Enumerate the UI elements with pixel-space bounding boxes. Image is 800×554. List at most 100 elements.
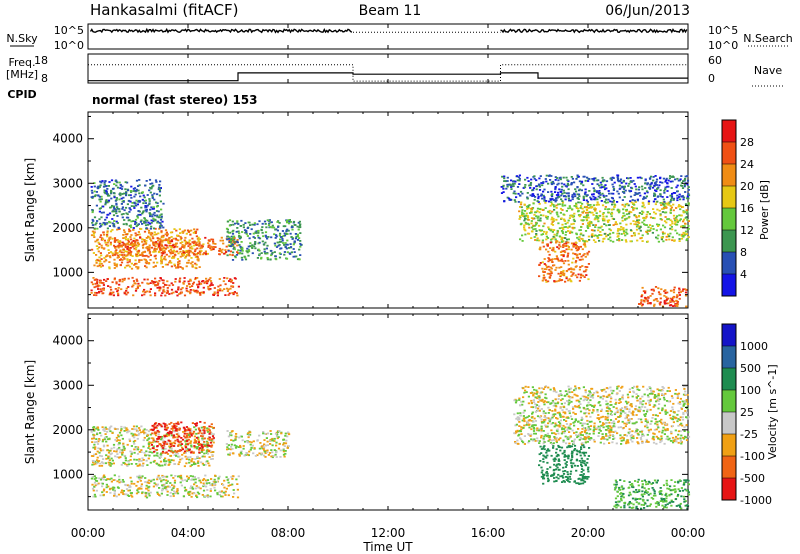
data-cell (149, 491, 152, 494)
data-cell (578, 236, 581, 238)
data-cell (93, 291, 97, 294)
data-cell (570, 248, 573, 251)
data-cell (635, 225, 639, 228)
data-cell (98, 256, 101, 259)
data-cell (99, 200, 102, 203)
data-cell (598, 192, 601, 195)
data-cell (598, 239, 601, 242)
data-cell (251, 223, 254, 226)
data-cell (570, 458, 573, 461)
data-cell (571, 456, 574, 458)
data-cell (683, 232, 686, 235)
data-cell (157, 246, 160, 249)
data-cell (147, 447, 150, 449)
data-cell (516, 186, 520, 188)
data-cell (673, 286, 676, 289)
data-cell (153, 423, 156, 426)
data-cell (602, 212, 605, 214)
data-cell (184, 255, 187, 258)
data-cell (152, 242, 155, 245)
data-cell (211, 458, 214, 460)
data-cell (573, 448, 577, 450)
data-cell (130, 262, 133, 265)
data-cell (109, 461, 112, 464)
data-cell (143, 432, 146, 435)
data-cell (510, 188, 513, 190)
data-cell (156, 429, 159, 432)
data-cell (251, 247, 254, 249)
data-cell (646, 191, 649, 194)
data-cell (567, 188, 570, 191)
data-cell (575, 204, 578, 206)
data-cell (263, 250, 266, 253)
data-cell (613, 203, 616, 206)
data-cell (565, 241, 569, 244)
data-cell (561, 223, 564, 226)
data-cell (558, 196, 561, 198)
data-cell (661, 211, 664, 213)
data-cell (143, 288, 146, 291)
data-cell (517, 176, 520, 178)
data-cell (539, 246, 542, 249)
data-cell (206, 448, 209, 451)
data-cell (149, 215, 152, 218)
data-cell (174, 453, 178, 455)
data-cell (92, 446, 95, 449)
data-cell (506, 176, 509, 179)
data-cell (210, 238, 213, 241)
data-cell (637, 225, 640, 228)
data-cell (209, 284, 212, 286)
data-cell (573, 464, 577, 467)
data-cell (159, 424, 162, 427)
data-cell (103, 257, 106, 259)
data-cell (170, 282, 173, 285)
data-cell (93, 182, 96, 184)
data-cell (189, 247, 192, 249)
data-cell (103, 239, 106, 242)
data-cell (214, 243, 217, 245)
noise-line-sky (89, 27, 353, 34)
data-cell (656, 223, 659, 226)
data-cell (97, 250, 100, 253)
data-cell (205, 450, 208, 452)
data-cell (649, 229, 652, 232)
data-cell (153, 459, 156, 462)
data-cell (545, 470, 548, 473)
data-cell (123, 447, 126, 450)
data-cell (221, 495, 224, 498)
data-cell (273, 440, 276, 442)
data-cell (140, 451, 143, 453)
data-cell (96, 239, 99, 242)
data-cell (119, 258, 123, 261)
data-cell (582, 444, 585, 447)
data-cell (593, 189, 596, 192)
data-cell (291, 238, 294, 240)
data-cell (248, 434, 251, 437)
data-cell (108, 449, 111, 452)
data-cell (124, 246, 127, 249)
data-cell (518, 177, 521, 180)
data-cell (234, 255, 237, 258)
data-cell (198, 266, 201, 268)
data-cell (204, 479, 207, 482)
data-cell (198, 447, 201, 449)
data-cell (177, 239, 180, 242)
data-cell (279, 449, 282, 452)
data-cell (171, 250, 174, 253)
data-cell (150, 428, 153, 431)
data-cell (184, 451, 187, 454)
data-cell (546, 272, 549, 275)
data-cell (193, 426, 196, 429)
data-cell (144, 492, 148, 494)
data-cell (104, 222, 107, 225)
data-cell (500, 186, 503, 188)
data-cell (137, 213, 140, 216)
data-cell (195, 243, 198, 246)
data-cell (141, 198, 144, 201)
data-cell (166, 485, 169, 488)
data-cell (581, 248, 584, 251)
data-cell (669, 219, 672, 222)
data-cell (598, 184, 601, 187)
data-cell (191, 486, 194, 489)
data-cell (554, 258, 557, 260)
